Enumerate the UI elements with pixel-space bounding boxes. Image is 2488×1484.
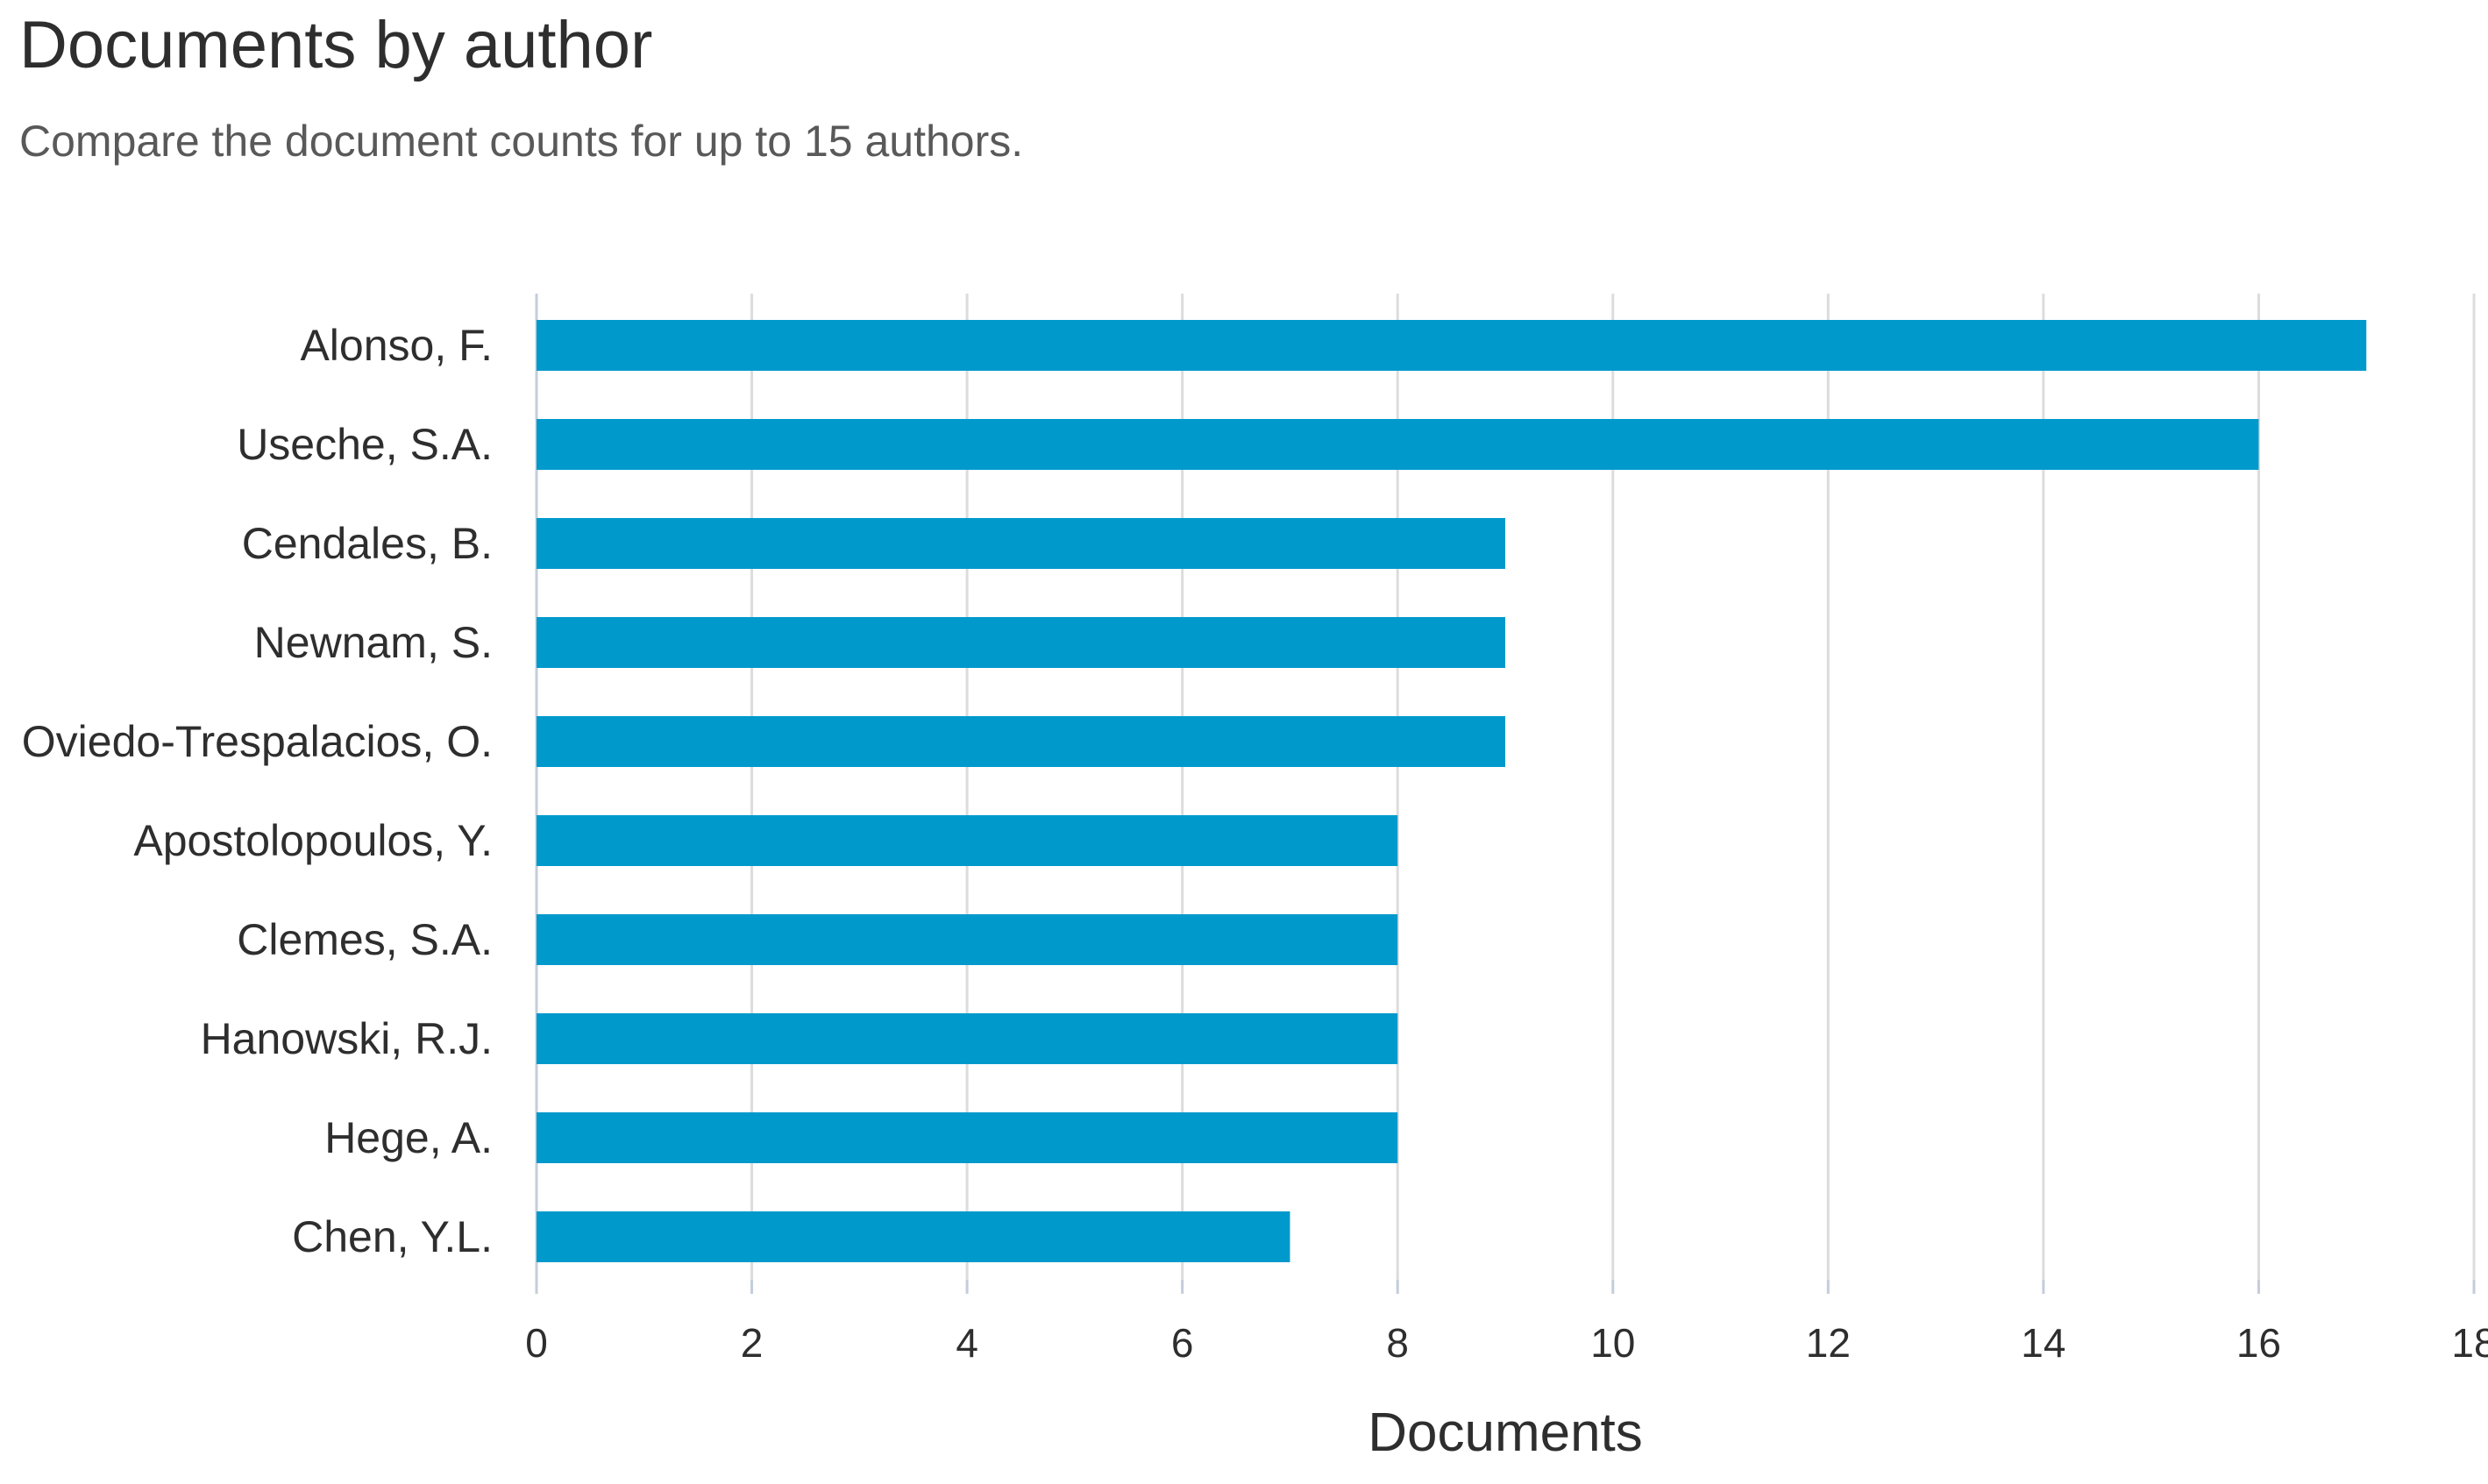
bar[interactable] — [537, 617, 1505, 668]
category-label: Chen, Y.L. — [292, 1212, 493, 1261]
x-tick-label: 12 — [1806, 1320, 1851, 1366]
bars — [537, 320, 2367, 1262]
chart-subtitle: Compare the document counts for up to 15… — [19, 117, 1024, 166]
x-tick-label: 4 — [956, 1320, 978, 1366]
category-label: Hege, A. — [324, 1113, 493, 1162]
category-label: Alonso, F. — [300, 321, 493, 370]
x-tick-label: 2 — [741, 1320, 764, 1366]
category-label: Useche, S.A. — [237, 420, 493, 469]
category-label: Apostolopoulos, Y. — [133, 816, 493, 865]
x-tick-label: 0 — [525, 1320, 548, 1366]
bar[interactable] — [537, 1112, 1398, 1163]
x-tick-label: 18 — [2451, 1320, 2488, 1366]
bar[interactable] — [537, 1211, 1290, 1262]
x-tick-label: 16 — [2236, 1320, 2281, 1366]
bar[interactable] — [537, 1013, 1398, 1064]
x-tick-label: 8 — [1386, 1320, 1409, 1366]
x-tick-labels: 0 2 4 6 8 10 12 14 16 18 — [525, 1320, 2488, 1366]
category-labels: Alonso, F. Useche, S.A. Cendales, B. Newnam… — [22, 321, 493, 1261]
category-label: Oviedo-Trespalacios, O. — [22, 717, 493, 766]
category-label: Hanowski, R.J. — [201, 1014, 493, 1063]
x-tick-label: 6 — [1171, 1320, 1194, 1366]
x-axis-title: Documents — [1368, 1402, 1643, 1463]
bar[interactable] — [537, 419, 2259, 470]
bar[interactable] — [537, 815, 1398, 866]
bar[interactable] — [537, 716, 1505, 767]
bar[interactable] — [537, 914, 1398, 965]
chart-title: Documents by author — [19, 8, 653, 82]
category-label: Cendales, B. — [242, 519, 493, 568]
bar[interactable] — [537, 518, 1505, 569]
category-label: Clemes, S.A. — [237, 915, 493, 964]
x-tick-label: 10 — [1590, 1320, 1635, 1366]
x-tick-label: 14 — [2021, 1320, 2065, 1366]
category-label: Newnam, S. — [254, 618, 493, 667]
bar[interactable] — [537, 320, 2367, 371]
